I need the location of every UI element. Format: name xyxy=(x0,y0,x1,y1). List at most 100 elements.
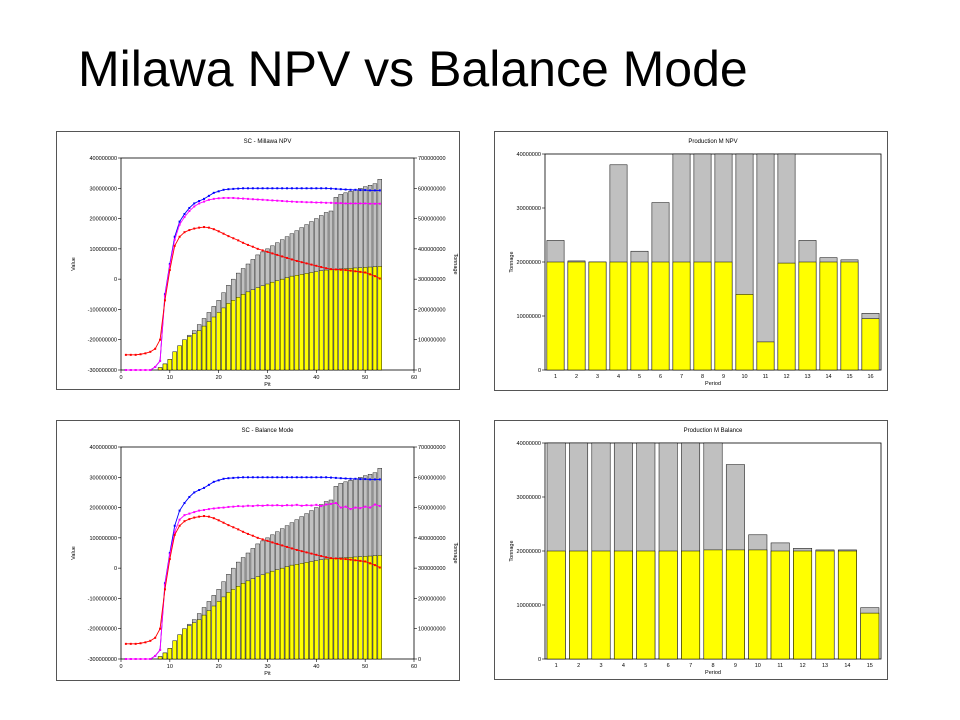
x-tick-label: 40 xyxy=(313,375,319,381)
point-red xyxy=(266,539,269,542)
point-magenta xyxy=(305,201,308,204)
bar-ore xyxy=(226,592,231,660)
bar-ore xyxy=(221,307,226,371)
bar-ore xyxy=(309,272,314,371)
point-red xyxy=(222,521,225,524)
point-magenta xyxy=(149,658,152,660)
point-red xyxy=(149,639,152,642)
point-blue xyxy=(286,187,289,190)
point-blue xyxy=(364,478,367,481)
point-red xyxy=(300,550,303,553)
point-red xyxy=(188,518,191,521)
point-red xyxy=(207,515,210,518)
point-red xyxy=(251,245,254,248)
chart-svg: Production M NPV 0 10000000 20000000 3000000… xyxy=(509,139,882,387)
bar-ore xyxy=(703,549,723,660)
point-magenta xyxy=(329,201,332,204)
point-red xyxy=(320,555,323,558)
bar-ore xyxy=(231,300,236,371)
bar-ore xyxy=(840,261,859,371)
point-magenta xyxy=(266,504,269,507)
point-blue xyxy=(173,524,176,527)
bar-ore xyxy=(651,261,670,371)
bar-ore xyxy=(343,557,348,660)
point-blue xyxy=(242,476,245,479)
point-magenta xyxy=(237,197,240,200)
point-blue xyxy=(203,486,206,489)
point-magenta xyxy=(173,530,176,533)
point-magenta xyxy=(286,200,289,203)
point-magenta xyxy=(276,199,279,202)
point-red xyxy=(193,227,196,230)
point-red xyxy=(178,235,181,238)
point-red xyxy=(305,551,308,554)
bar-ore xyxy=(658,550,678,660)
point-red xyxy=(173,533,176,536)
point-blue xyxy=(349,477,352,480)
point-magenta xyxy=(276,504,279,507)
bar-ore xyxy=(319,559,324,660)
point-magenta xyxy=(237,505,240,508)
point-magenta xyxy=(334,202,337,205)
y-axis-label: Value xyxy=(71,546,77,560)
point-red xyxy=(149,350,152,353)
bar-ore xyxy=(299,274,304,371)
x-tick-label: 10 xyxy=(741,374,747,380)
point-magenta xyxy=(198,202,201,205)
point-blue xyxy=(369,189,372,192)
point-red xyxy=(359,270,362,273)
point-red xyxy=(168,269,171,272)
point-magenta xyxy=(129,369,132,371)
point-blue xyxy=(256,187,259,190)
bar-ore xyxy=(162,652,168,660)
bar-ore xyxy=(182,339,187,371)
y-tick-label: 30000000 xyxy=(517,495,541,501)
bar-ore xyxy=(187,625,192,660)
point-magenta xyxy=(349,508,352,511)
y-tick-label: -300000000 xyxy=(88,657,117,663)
point-blue xyxy=(183,213,186,216)
y-tick-label: 40000000 xyxy=(517,441,541,447)
point-red xyxy=(159,338,162,341)
point-magenta xyxy=(173,238,176,241)
bar-ore xyxy=(363,556,368,660)
y2-tick-label: 700000000 xyxy=(418,445,446,451)
bar-ore xyxy=(328,269,334,371)
point-blue xyxy=(261,187,264,190)
y2-tick-label: 600000000 xyxy=(418,186,446,192)
x-tick-label: 40 xyxy=(313,664,319,670)
point-magenta xyxy=(344,202,347,205)
point-magenta xyxy=(290,200,293,203)
point-magenta xyxy=(168,264,171,267)
y2-tick-label: 100000000 xyxy=(418,627,446,633)
point-magenta xyxy=(198,509,201,512)
point-blue xyxy=(354,188,357,191)
point-magenta xyxy=(163,294,166,297)
point-magenta xyxy=(256,198,259,201)
point-red xyxy=(173,244,176,247)
bar-ore xyxy=(216,312,221,371)
bar-ore xyxy=(294,275,299,371)
bar-ore xyxy=(798,261,817,371)
bar-ore xyxy=(748,549,768,660)
y-tick-label: 0 xyxy=(538,368,541,374)
point-blue xyxy=(378,478,381,481)
point-red xyxy=(378,566,381,569)
bar-ore xyxy=(319,270,324,371)
bar-ore xyxy=(157,656,163,660)
bar-ore xyxy=(279,278,285,371)
point-magenta xyxy=(212,507,215,510)
point-red xyxy=(227,235,230,238)
point-red xyxy=(276,253,279,256)
point-red xyxy=(266,250,269,253)
point-blue xyxy=(310,476,313,479)
point-red xyxy=(188,229,191,232)
bar-ore xyxy=(636,550,656,660)
y-axis-label: Value xyxy=(71,257,77,271)
x-tick-label: 3 xyxy=(596,374,599,380)
x-axis-label: Pit xyxy=(264,671,271,677)
bar-ore xyxy=(546,261,565,371)
point-magenta xyxy=(286,504,289,507)
x-tick-label: 8 xyxy=(711,663,714,669)
bar-ore xyxy=(348,268,353,371)
